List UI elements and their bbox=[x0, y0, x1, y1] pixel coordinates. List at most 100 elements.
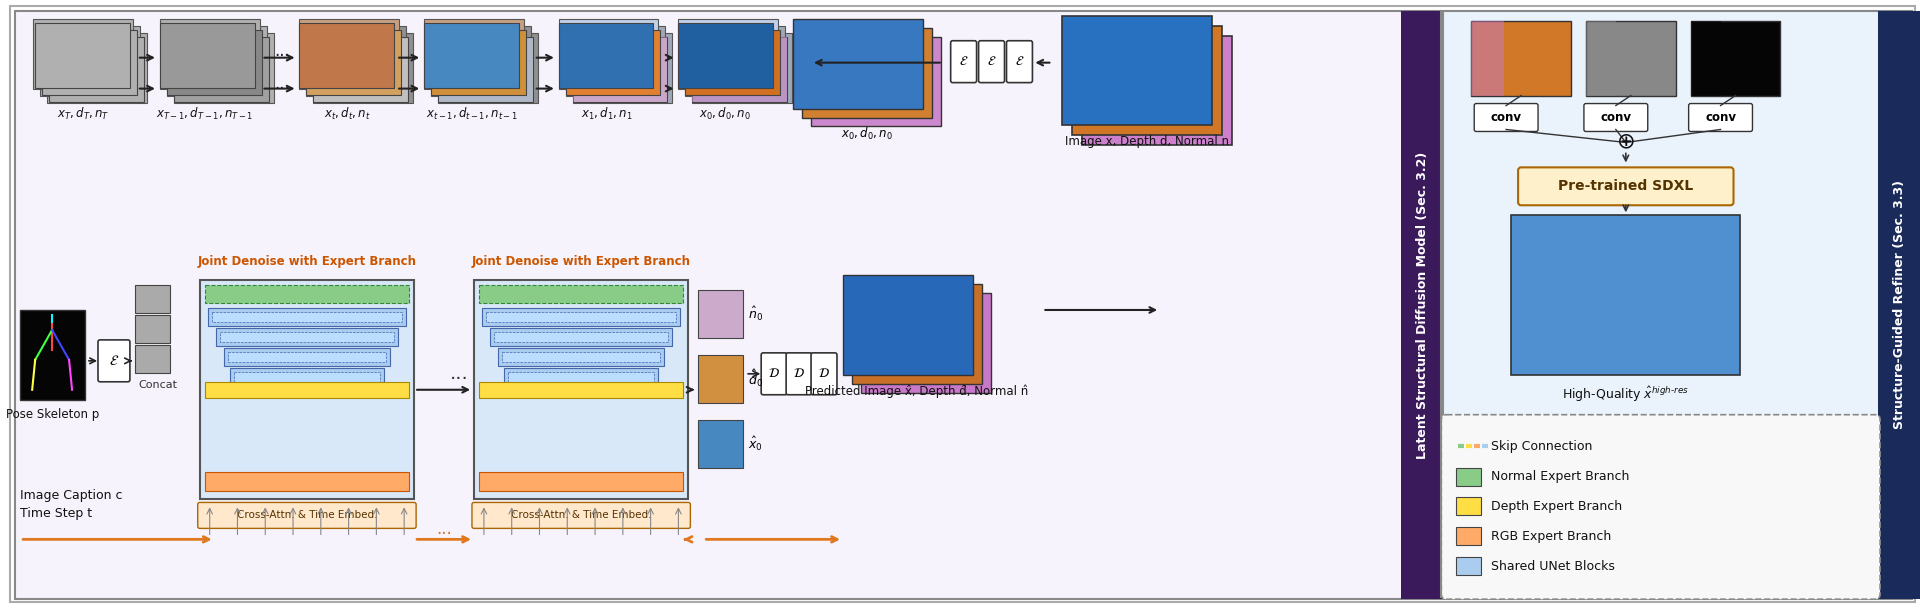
Bar bbox=[699, 420, 743, 468]
Text: $\mathcal{D}$: $\mathcal{D}$ bbox=[818, 367, 829, 381]
Bar bbox=[205, 382, 409, 398]
Text: Latent Structural Diffusion Model (Sec. 3.2): Latent Structural Diffusion Model (Sec. … bbox=[1415, 151, 1428, 458]
Bar bbox=[693, 33, 793, 103]
Bar bbox=[497, 348, 664, 366]
Bar bbox=[1455, 527, 1480, 545]
FancyBboxPatch shape bbox=[98, 340, 131, 382]
Bar bbox=[300, 19, 399, 89]
Bar bbox=[1692, 21, 1780, 95]
Bar bbox=[685, 26, 785, 95]
Bar bbox=[205, 285, 409, 303]
FancyBboxPatch shape bbox=[760, 353, 787, 395]
Bar bbox=[40, 26, 140, 95]
Bar bbox=[1402, 11, 1444, 599]
Text: $\mathcal{E}$: $\mathcal{E}$ bbox=[987, 55, 996, 68]
Bar bbox=[693, 36, 787, 102]
Bar bbox=[1455, 558, 1480, 575]
Bar bbox=[134, 345, 169, 373]
Bar bbox=[134, 315, 169, 343]
Bar bbox=[1586, 21, 1617, 95]
Bar bbox=[313, 36, 409, 102]
Bar bbox=[509, 372, 655, 382]
Text: Image Caption c
Time Step t: Image Caption c Time Step t bbox=[21, 489, 123, 520]
Bar bbox=[1455, 468, 1480, 486]
Bar bbox=[572, 36, 668, 102]
Bar bbox=[207, 308, 407, 326]
Bar bbox=[159, 19, 259, 89]
Bar bbox=[1083, 36, 1233, 145]
Bar bbox=[1471, 21, 1503, 95]
Bar bbox=[205, 472, 409, 491]
Text: conv: conv bbox=[1705, 111, 1736, 124]
Bar bbox=[843, 275, 973, 375]
Bar bbox=[1444, 11, 1912, 599]
Bar bbox=[42, 30, 136, 95]
Bar bbox=[478, 285, 684, 303]
FancyBboxPatch shape bbox=[198, 502, 417, 528]
Bar bbox=[134, 285, 169, 313]
FancyBboxPatch shape bbox=[472, 502, 691, 528]
Bar bbox=[503, 368, 659, 385]
Bar bbox=[566, 26, 666, 95]
Bar bbox=[678, 19, 778, 89]
FancyBboxPatch shape bbox=[10, 6, 1914, 602]
Text: conv: conv bbox=[1601, 111, 1632, 124]
Bar bbox=[678, 22, 774, 88]
Text: $\mathcal{E}$: $\mathcal{E}$ bbox=[958, 55, 968, 68]
Text: $x_t, d_t, n_t$: $x_t, d_t, n_t$ bbox=[324, 106, 371, 122]
Bar bbox=[215, 328, 397, 346]
Bar bbox=[228, 352, 386, 362]
Bar bbox=[486, 312, 676, 322]
Text: Structure-Guided Refiner (Sec. 3.3): Structure-Guided Refiner (Sec. 3.3) bbox=[1893, 181, 1905, 429]
Text: $\mathcal{D}$: $\mathcal{D}$ bbox=[768, 367, 780, 381]
Bar bbox=[35, 22, 131, 88]
Bar bbox=[50, 36, 144, 102]
Text: $\mathcal{E}$: $\mathcal{E}$ bbox=[109, 354, 119, 368]
Bar bbox=[803, 28, 931, 117]
Text: Image x, Depth d, Normal n: Image x, Depth d, Normal n bbox=[1066, 136, 1229, 148]
Bar bbox=[501, 352, 660, 362]
Bar bbox=[159, 22, 255, 88]
Text: $\mathcal{D}$: $\mathcal{D}$ bbox=[793, 367, 804, 381]
Bar bbox=[15, 11, 1442, 599]
Bar bbox=[167, 30, 261, 95]
FancyBboxPatch shape bbox=[1584, 103, 1647, 131]
Text: Normal Expert Branch: Normal Expert Branch bbox=[1492, 470, 1630, 483]
Text: Pre-trained SDXL: Pre-trained SDXL bbox=[1559, 179, 1693, 193]
Text: conv: conv bbox=[1490, 111, 1523, 124]
Text: Depth Expert Branch: Depth Expert Branch bbox=[1492, 500, 1622, 513]
FancyBboxPatch shape bbox=[1442, 415, 1880, 599]
Text: $x_T, d_T, n_T$: $x_T, d_T, n_T$ bbox=[58, 106, 109, 122]
Bar bbox=[223, 348, 390, 366]
Bar bbox=[175, 33, 273, 103]
Bar bbox=[48, 33, 146, 103]
Bar bbox=[424, 19, 524, 89]
Text: Cross-Attn. & Time Embed.: Cross-Attn. & Time Embed. bbox=[511, 511, 651, 520]
Bar bbox=[200, 280, 415, 499]
Bar bbox=[478, 382, 684, 398]
Bar bbox=[559, 19, 659, 89]
Bar bbox=[438, 33, 538, 103]
Bar bbox=[219, 332, 394, 342]
Text: Skip Connection: Skip Connection bbox=[1492, 440, 1592, 453]
Bar bbox=[1511, 215, 1741, 375]
Bar bbox=[1692, 21, 1720, 95]
Bar bbox=[699, 355, 743, 402]
Bar bbox=[424, 22, 518, 88]
Text: Joint Denoise with Expert Branch: Joint Denoise with Expert Branch bbox=[472, 255, 691, 268]
Text: RGB Expert Branch: RGB Expert Branch bbox=[1492, 530, 1611, 543]
Text: Shared UNet Blocks: Shared UNet Blocks bbox=[1492, 560, 1615, 573]
Bar bbox=[474, 280, 689, 499]
Bar bbox=[1455, 497, 1480, 516]
Bar bbox=[793, 19, 924, 109]
Bar bbox=[167, 26, 267, 95]
FancyBboxPatch shape bbox=[1519, 167, 1734, 206]
Bar bbox=[307, 30, 401, 95]
FancyBboxPatch shape bbox=[810, 353, 837, 395]
Bar bbox=[432, 30, 526, 95]
Bar bbox=[21, 310, 84, 399]
Bar bbox=[478, 472, 684, 491]
Bar bbox=[810, 36, 941, 126]
Text: ···: ··· bbox=[275, 47, 290, 64]
Text: Joint Denoise with Expert Branch: Joint Denoise with Expert Branch bbox=[198, 255, 417, 268]
